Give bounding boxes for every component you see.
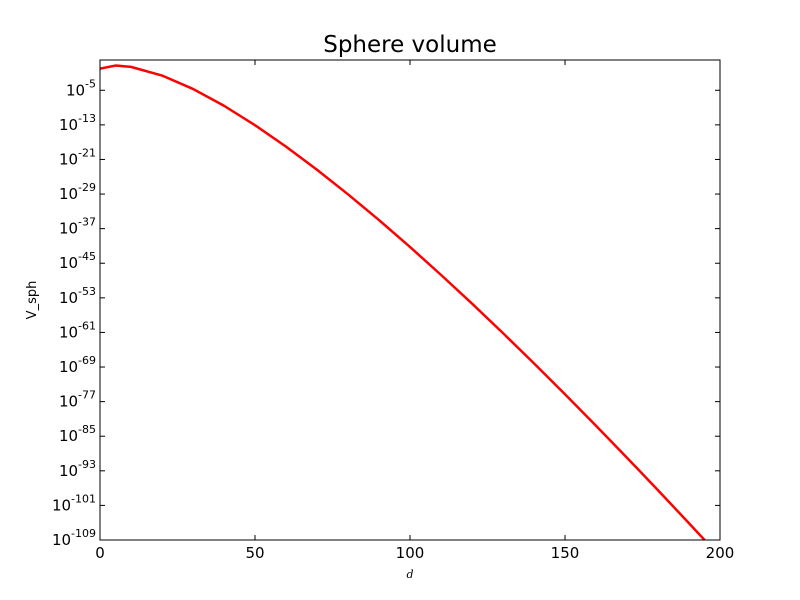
x-tick-label: 200: [706, 544, 735, 562]
x-axis-label: d: [406, 568, 413, 581]
chart-title: Sphere volume: [323, 32, 497, 58]
y-tick-label: 10-61: [59, 319, 96, 341]
y-tick-label: 10-5: [66, 77, 96, 99]
y-tick-label: 10-37: [59, 216, 96, 238]
x-tick-label: 0: [95, 544, 105, 562]
ticks-layer: 0 50 100 150 200 10-109 10-101 10-93 10-85 10-77 1…: [52, 60, 734, 562]
y-tick-label: 10-93: [59, 458, 96, 480]
y-tick-label: 10-29: [59, 181, 96, 203]
y-tick-label: 10-85: [59, 423, 96, 445]
x-tick-label: 150: [551, 544, 580, 562]
y-tick-label: 10-69: [59, 354, 96, 376]
y-tick-label: 10-21: [59, 146, 96, 168]
series-layer: [100, 64, 707, 540]
y-tick-label: 10-101: [52, 492, 96, 514]
x-tick-label: 50: [245, 544, 264, 562]
plot-frame: [99, 59, 721, 541]
series-line-0: [100, 64, 707, 540]
x-tick-label: 100: [396, 544, 425, 562]
y-axis-label: V_sph: [25, 281, 40, 320]
y-tick-label: 10-13: [59, 112, 96, 134]
y-tick-label: 10-45: [59, 250, 96, 272]
y-tick-label: 10-53: [59, 285, 96, 307]
y-tick-label: 10-109: [52, 527, 96, 549]
y-tick-label: 10-77: [59, 389, 96, 411]
